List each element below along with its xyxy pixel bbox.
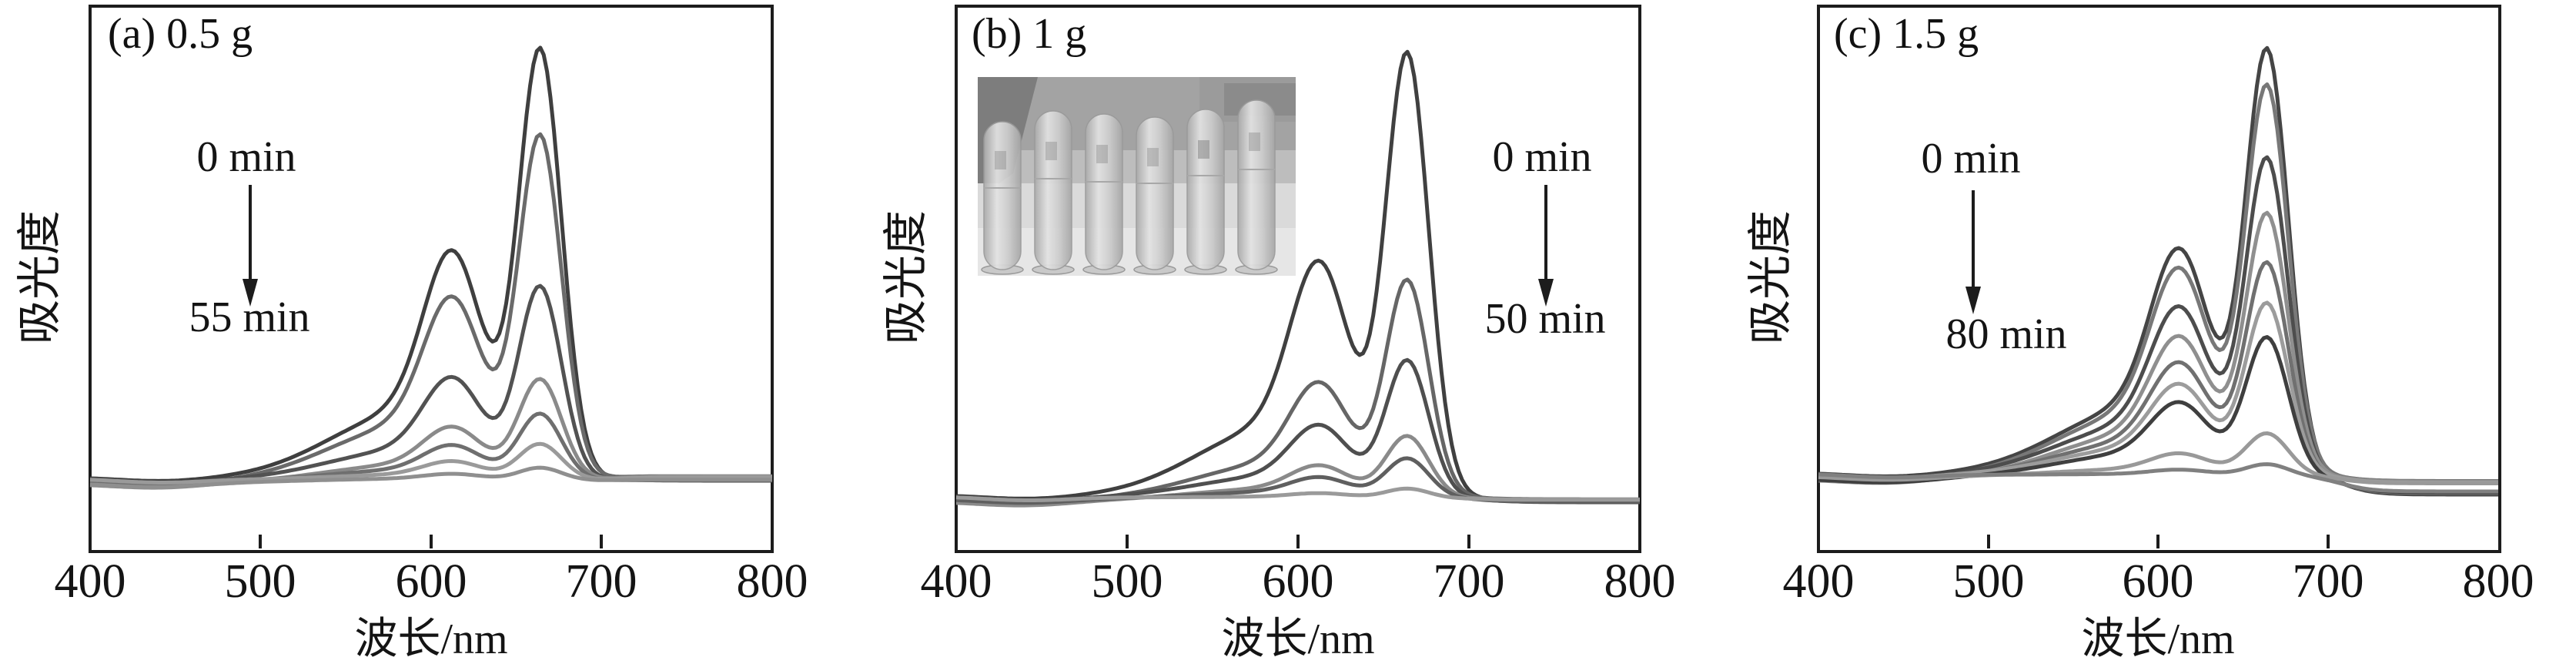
panel-a-title: (a) 0.5 g <box>108 10 253 58</box>
spectrum-curve-c-1 <box>1818 45 2498 497</box>
annotation-end-b: 50 min <box>1484 295 1606 343</box>
annotation-start-a: 0 min <box>196 133 296 181</box>
spectrum-curve-b-6 <box>955 486 1640 502</box>
panel-c-plot-area <box>1817 5 2501 553</box>
time-arrow-head <box>1965 287 1981 314</box>
time-arrow-head <box>1538 279 1554 307</box>
annotation-start-c: 0 min <box>1921 135 2021 183</box>
x-tick-label-b-400: 400 <box>920 555 992 608</box>
annotation-end-a: 55 min <box>189 293 310 341</box>
absorbance-axis-label-b: 吸光度 <box>881 210 931 345</box>
x-tick-b-600 <box>1296 535 1300 548</box>
wavelength-axis-label-c: 波长/nm <box>2081 615 2235 663</box>
x-tick-label-b-600: 600 <box>1262 555 1334 608</box>
test-tube <box>981 121 1024 275</box>
wavelength-axis-label-a: 波长/nm <box>354 615 508 663</box>
x-tick-label-c-500: 500 <box>1952 555 2025 608</box>
spectrum-curve-c-9 <box>1818 462 2498 494</box>
x-tick-label-c-400: 400 <box>1782 555 1855 608</box>
absorbance-axis-label-a: 吸光度 <box>15 210 65 345</box>
test-tube <box>1032 110 1075 275</box>
spectrum-curve-a-6 <box>89 441 772 485</box>
panel-b-title: (b) 1 g <box>972 10 1087 58</box>
test-tube <box>1184 109 1227 275</box>
annotation-start-b: 0 min <box>1492 133 1592 181</box>
annotation-end-c: 80 min <box>1945 310 2067 358</box>
spectrum-curve-a-7 <box>89 465 772 489</box>
x-tick-a-700 <box>600 535 603 548</box>
test-tube-row <box>981 99 1278 275</box>
wavelength-axis-label-b: 波长/nm <box>1221 615 1375 663</box>
spectrum-curve-a-1 <box>89 45 772 483</box>
test-tube <box>1082 113 1126 275</box>
time-arrow-head <box>243 279 258 307</box>
test-tube <box>1235 99 1278 275</box>
x-tick-label-a-800: 800 <box>736 555 808 608</box>
x-tick-label-a-600: 600 <box>395 555 467 608</box>
x-tick-a-500 <box>259 535 262 548</box>
x-tick-label-b-800: 800 <box>1604 555 1676 608</box>
x-tick-c-600 <box>2156 535 2159 548</box>
x-tick-label-c-800: 800 <box>2462 555 2534 608</box>
x-tick-c-700 <box>2327 535 2330 548</box>
panel-a-plot-area <box>89 5 774 553</box>
test-tube <box>1133 116 1176 275</box>
x-tick-b-500 <box>1126 535 1129 548</box>
x-tick-label-a-700: 700 <box>565 555 637 608</box>
inset-photo-test-tubes <box>978 77 1296 276</box>
x-tick-label-c-700: 700 <box>2292 555 2364 608</box>
x-tick-label-b-500: 500 <box>1091 555 1163 608</box>
x-tick-label-a-400: 400 <box>54 555 126 608</box>
panel-c-title: (c) 1.5 g <box>1834 10 1979 58</box>
x-tick-label-b-700: 700 <box>1433 555 1505 608</box>
x-tick-label-a-500: 500 <box>224 555 296 608</box>
panel-b-plot-area <box>955 5 1641 553</box>
x-tick-c-500 <box>1987 535 1990 548</box>
x-tick-a-600 <box>430 535 433 548</box>
x-tick-label-c-600: 600 <box>2122 555 2194 608</box>
x-tick-b-700 <box>1467 535 1470 548</box>
absorbance-axis-label-c: 吸光度 <box>1745 210 1795 345</box>
